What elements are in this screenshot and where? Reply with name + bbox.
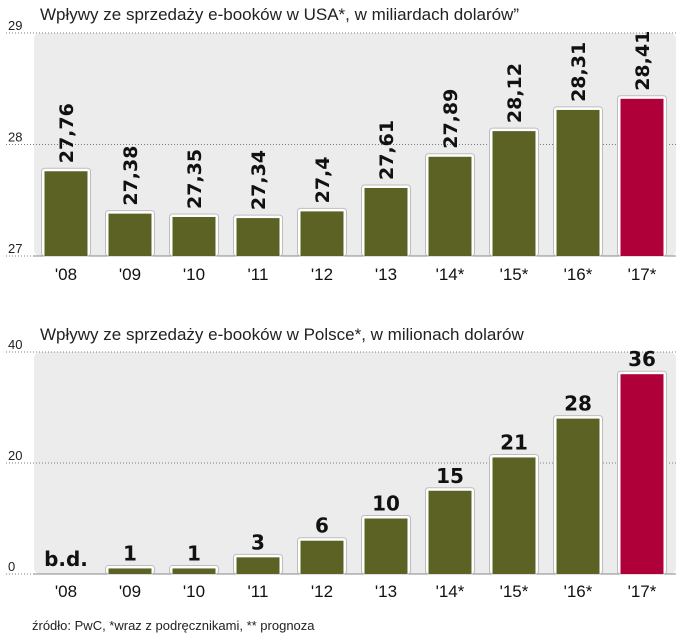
data-label: 27,4 xyxy=(312,157,334,204)
y-tick-label: 27 xyxy=(8,241,22,256)
data-label: 28,12 xyxy=(504,63,526,123)
x-tick-label: '14* xyxy=(436,265,465,284)
data-label: 1 xyxy=(123,541,137,565)
data-label: 27,89 xyxy=(440,89,462,149)
bar xyxy=(300,211,344,256)
y-tick-label: 20 xyxy=(8,448,22,463)
x-tick-label: '09 xyxy=(119,265,141,284)
bar xyxy=(364,518,408,574)
data-label: 6 xyxy=(315,514,329,538)
data-label: 27,35 xyxy=(184,149,206,209)
x-tick-label: '13 xyxy=(375,582,397,601)
bar xyxy=(108,213,152,256)
data-label: 28,31 xyxy=(568,42,590,102)
x-tick-label: '16* xyxy=(564,582,593,601)
data-label: 3 xyxy=(251,530,265,554)
bar xyxy=(556,418,600,574)
chart-title: Wpływy ze sprzedaży e-booków w Polsce*, … xyxy=(40,325,524,344)
x-tick-label: '17* xyxy=(628,265,657,284)
data-label: 28,41 xyxy=(632,31,654,91)
data-label: 1 xyxy=(187,541,201,565)
x-tick-label: '15* xyxy=(500,582,529,601)
data-label: 10 xyxy=(372,492,400,516)
bar xyxy=(300,540,344,574)
data-label: 27,38 xyxy=(120,146,142,206)
data-label: 27,61 xyxy=(376,120,398,180)
x-tick-label: '11 xyxy=(248,265,269,284)
bar xyxy=(620,98,664,256)
x-tick-label: '17* xyxy=(628,582,657,601)
x-tick-label: '16* xyxy=(564,265,593,284)
y-tick-label: 40 xyxy=(8,337,22,352)
data-label: 15 xyxy=(436,464,464,488)
y-tick-label: 29 xyxy=(8,18,22,33)
x-tick-label: '08 xyxy=(55,265,77,284)
bar xyxy=(236,218,280,256)
data-label: b.d. xyxy=(44,547,88,571)
x-tick-label: '10 xyxy=(183,265,205,284)
x-tick-label: '10 xyxy=(183,582,205,601)
x-tick-label: '08 xyxy=(55,582,77,601)
chart-1: Wpływy ze sprzedaży e-booków w USA*, w m… xyxy=(6,5,676,284)
x-tick-label: '15* xyxy=(500,265,529,284)
x-tick-label: '14* xyxy=(436,582,465,601)
chart-title: Wpływy ze sprzedaży e-booków w USA*, w m… xyxy=(40,5,519,24)
source-note: źródło: PwC, *wraz z podręcznikami, ** p… xyxy=(32,618,315,633)
chart-2: Wpływy ze sprzedaży e-booków w Polsce*, … xyxy=(6,325,676,601)
x-tick-label: '11 xyxy=(248,582,269,601)
data-label: 28 xyxy=(564,392,592,416)
bar xyxy=(492,131,536,256)
x-tick-label: '12 xyxy=(311,582,333,601)
bar xyxy=(172,568,216,574)
bar xyxy=(620,374,664,574)
data-label: 36 xyxy=(628,347,656,371)
data-label: 27,34 xyxy=(248,150,270,210)
data-label: 27,76 xyxy=(56,103,78,163)
bar xyxy=(236,557,280,574)
y-tick-label: 0 xyxy=(8,559,15,574)
bar xyxy=(428,156,472,256)
bar xyxy=(428,490,472,574)
bar xyxy=(364,187,408,256)
bar xyxy=(556,109,600,256)
data-label: 21 xyxy=(500,430,528,454)
x-tick-label: '09 xyxy=(119,582,141,601)
x-tick-label: '13 xyxy=(375,265,397,284)
bar xyxy=(108,568,152,574)
y-tick-label: 28 xyxy=(8,130,22,145)
bar xyxy=(44,171,88,256)
bar xyxy=(172,216,216,256)
x-tick-label: '12 xyxy=(311,265,333,284)
bar xyxy=(492,457,536,574)
